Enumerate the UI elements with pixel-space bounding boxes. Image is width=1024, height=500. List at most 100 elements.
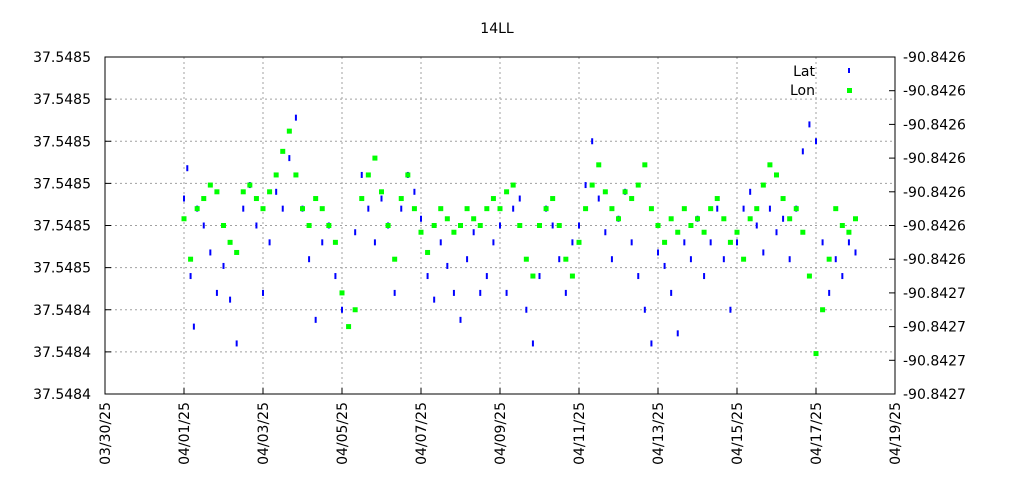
data-point-lon [642, 162, 648, 168]
data-point-lat [459, 316, 462, 323]
data-point-lon [813, 351, 819, 357]
data-point-lat [499, 222, 501, 229]
data-point-lat [229, 296, 232, 303]
data-point-lon [708, 206, 714, 212]
data-point-lat [571, 239, 574, 246]
plot-area [181, 114, 858, 357]
data-point-lat [689, 256, 692, 263]
data-point-lat [281, 205, 284, 212]
data-point-lat [801, 148, 804, 155]
data-point-lon [543, 206, 549, 212]
data-point-lon [714, 196, 720, 202]
legend-label-lat: Lat [793, 64, 815, 80]
data-point-lon [510, 182, 516, 188]
data-point-lon [780, 196, 786, 202]
y2-tick-label: -90.8426 [903, 117, 966, 133]
data-point-lat [275, 188, 278, 195]
data-point-lon [741, 256, 747, 262]
data-point-lat [360, 171, 363, 178]
data-point-lat [604, 229, 607, 236]
data-point-lon [207, 182, 213, 188]
data-point-lat [466, 256, 469, 263]
data-point-lat [485, 273, 488, 280]
data-point-lon [675, 229, 681, 235]
data-point-lat [564, 289, 567, 296]
legend: Lat Lon [790, 64, 852, 99]
data-point-lon [451, 229, 457, 235]
data-point-lon [655, 223, 661, 228]
chart-title: 14LL [480, 21, 514, 37]
x-tick-label: 04/15/25 [730, 402, 746, 465]
data-point-lon [497, 206, 503, 212]
x-tick-label: 04/05/25 [335, 402, 351, 465]
data-point-lon [181, 216, 187, 222]
data-point-lon [425, 249, 431, 255]
data-point-lon [504, 189, 510, 195]
data-point-lon [293, 172, 299, 178]
data-point-lat [854, 249, 857, 256]
data-point-lon [398, 196, 404, 202]
data-point-lon [286, 128, 292, 134]
data-point-lon [774, 172, 779, 178]
data-point-lat [268, 239, 271, 246]
data-point-lon [563, 256, 569, 262]
data-point-lat [821, 239, 824, 246]
data-point-lon [484, 206, 490, 212]
data-point-lon [319, 206, 325, 212]
y-tick-label: 37.5485 [33, 261, 91, 277]
y2-tick-label: -90.8426 [903, 219, 966, 235]
data-point-lon [227, 239, 233, 245]
data-point-lon [326, 223, 332, 228]
data-point-lat [729, 306, 732, 313]
data-point-lon [188, 256, 194, 262]
y-tick-label: 37.5484 [33, 345, 91, 361]
data-point-lat [716, 205, 719, 212]
data-point-lat [380, 195, 383, 202]
data-point-lat [235, 340, 238, 347]
data-point-lon [431, 223, 437, 228]
data-point-lon [550, 196, 556, 202]
data-point-lat [341, 306, 343, 313]
data-point-lat [703, 273, 706, 280]
data-point-lat [242, 205, 245, 212]
data-point-lat [683, 239, 686, 246]
data-point-lon [313, 196, 319, 202]
data-point-lat [209, 249, 212, 256]
data-point-lon [648, 206, 654, 212]
data-point-lon [359, 196, 365, 202]
data-point-lat [518, 195, 521, 202]
data-point-lat [288, 155, 291, 162]
data-point-lon [734, 229, 740, 235]
data-point-lat [808, 121, 811, 128]
data-point-lat [670, 289, 673, 296]
data-point-lon [405, 172, 411, 178]
data-point-lon [556, 223, 562, 228]
data-point-lat [472, 229, 475, 236]
data-point-lon [583, 206, 589, 212]
x-tick-label: 03/30/25 [98, 402, 114, 465]
data-point-lon [379, 189, 384, 195]
data-point-lon [247, 182, 253, 188]
data-point-lon [826, 256, 832, 262]
data-point-lat [663, 262, 666, 269]
y2-tick-label: -90.8427 [903, 353, 966, 369]
data-point-lat [439, 239, 442, 246]
data-point-lon [418, 229, 424, 235]
data-point-lat [512, 205, 515, 212]
data-point-lat [650, 340, 653, 347]
data-point-lat [591, 138, 594, 145]
y-tick-label: 37.5484 [33, 387, 91, 403]
data-point-lon [793, 206, 799, 212]
data-point-lon [616, 216, 621, 222]
data-point-lon [662, 239, 668, 245]
data-point-lon [668, 216, 674, 222]
series-lon [181, 128, 858, 357]
data-point-lon [721, 216, 727, 222]
y2-tick-label: -90.8427 [903, 320, 966, 336]
data-point-lat [262, 289, 264, 296]
data-point-lon [537, 223, 542, 228]
data-point-lon [490, 196, 496, 202]
data-point-lat [762, 249, 765, 256]
legend-swatch-lon [847, 88, 852, 93]
data-point-lon [629, 196, 635, 202]
